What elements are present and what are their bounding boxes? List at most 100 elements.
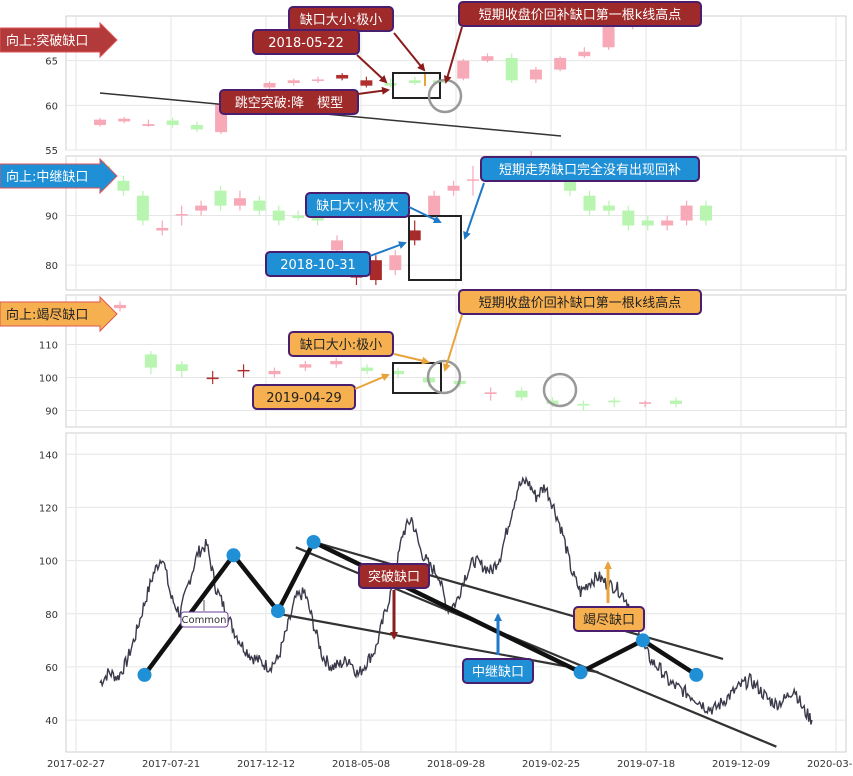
candle xyxy=(311,76,324,83)
candle xyxy=(114,301,126,312)
candle-body xyxy=(237,369,250,372)
callout: 短期收盘价回补缺口第一根k线高点 xyxy=(458,289,702,315)
x-tick-label: 2019-07-18 xyxy=(617,759,675,770)
candle-body xyxy=(408,80,421,83)
candle xyxy=(389,250,402,276)
candle xyxy=(330,357,343,368)
y-tick-label: 60 xyxy=(45,663,58,674)
callout-box xyxy=(480,156,700,182)
pivot-point xyxy=(226,548,241,563)
candle xyxy=(369,255,382,286)
candle-body xyxy=(360,80,373,86)
callout-arrow xyxy=(356,54,388,84)
candle xyxy=(505,53,518,83)
candle-body xyxy=(118,118,131,122)
candle-body xyxy=(292,215,305,219)
candle xyxy=(237,364,250,378)
candle-body xyxy=(206,377,219,380)
candle xyxy=(117,175,130,196)
candle-body xyxy=(554,57,567,70)
candle-body xyxy=(505,57,518,81)
x-tick-label: 2017-07-21 xyxy=(142,759,200,770)
candle-body xyxy=(602,24,615,48)
callout-text: 短期收盘价回补缺口第一根k线高点 xyxy=(479,7,682,23)
panel-badge: 向上:竭尽缺口 xyxy=(0,295,118,333)
candle-body xyxy=(670,400,682,404)
pivot-point xyxy=(271,604,285,619)
x-tick-label: 2018-05-08 xyxy=(332,759,390,770)
candle xyxy=(481,53,494,63)
candle xyxy=(529,66,542,83)
callout-arrow xyxy=(408,206,442,223)
candle xyxy=(287,78,300,86)
gap-label: 突破缺口 xyxy=(358,563,430,589)
candle-body xyxy=(608,400,621,403)
candle xyxy=(457,58,470,81)
x-tick-label: 2017-12-12 xyxy=(237,759,295,770)
candle-body xyxy=(515,390,528,398)
candle xyxy=(268,367,281,378)
callout: 2018-05-22 xyxy=(252,29,360,55)
common-label-box xyxy=(180,611,229,628)
candle xyxy=(175,205,188,226)
gap-label-box xyxy=(462,658,534,684)
candle-body xyxy=(578,51,591,57)
candle-body xyxy=(361,367,374,371)
candle-body xyxy=(529,69,542,80)
candle xyxy=(361,364,374,375)
pivot-point xyxy=(689,667,704,682)
pivot-point xyxy=(306,534,321,549)
y-tick-label: 100 xyxy=(39,557,58,568)
candle-body xyxy=(330,361,343,365)
callout: 缺口大小:极大 xyxy=(305,192,410,218)
callout-box xyxy=(288,331,394,357)
candle xyxy=(392,367,404,378)
candle-body xyxy=(144,354,157,368)
candle-body xyxy=(481,56,494,61)
callout-box xyxy=(305,192,410,218)
callout-text: 2019-04-29 xyxy=(266,391,342,406)
callout-arrow xyxy=(442,314,463,372)
candle xyxy=(190,121,203,133)
candle xyxy=(670,397,682,408)
candle-body xyxy=(156,227,169,231)
candle xyxy=(408,76,421,85)
candle xyxy=(602,200,615,216)
gap-label-box xyxy=(573,606,645,632)
candle xyxy=(408,220,421,246)
badge-shape xyxy=(0,21,118,59)
candle xyxy=(206,370,219,385)
candle-body xyxy=(142,124,155,126)
candle xyxy=(680,200,693,226)
candle-body xyxy=(263,83,276,88)
callout-box xyxy=(219,89,359,115)
wedge-trendline xyxy=(313,540,724,661)
candle xyxy=(299,361,312,371)
y-tick-label: 55 xyxy=(45,146,58,157)
candle xyxy=(94,117,106,127)
callout-text: 短期走势缺口完全没有出现回补 xyxy=(499,162,681,178)
candle-body xyxy=(195,205,208,211)
gap-box xyxy=(392,362,442,394)
y-tick-label: 40 xyxy=(45,716,58,727)
candle-body xyxy=(117,180,130,191)
badge-shape xyxy=(0,157,118,195)
callout-arrow xyxy=(393,353,430,365)
callout-arrow xyxy=(393,32,426,72)
candle xyxy=(577,400,590,411)
callout: 2018-10-31 xyxy=(265,251,371,277)
panel-badge: 向上:中继缺口 xyxy=(0,157,118,195)
candle xyxy=(272,205,285,226)
candle xyxy=(447,180,460,196)
candle xyxy=(384,78,397,88)
gap-label: 中继缺口 xyxy=(462,658,534,684)
fill-circle xyxy=(426,359,462,395)
candle xyxy=(641,215,654,231)
wedge-trendline xyxy=(277,612,599,674)
candle-body xyxy=(175,214,188,216)
candle xyxy=(466,165,479,196)
candle xyxy=(136,190,149,226)
candle-body xyxy=(272,210,285,221)
callout-text: 缺口大小:极小 xyxy=(300,13,382,28)
